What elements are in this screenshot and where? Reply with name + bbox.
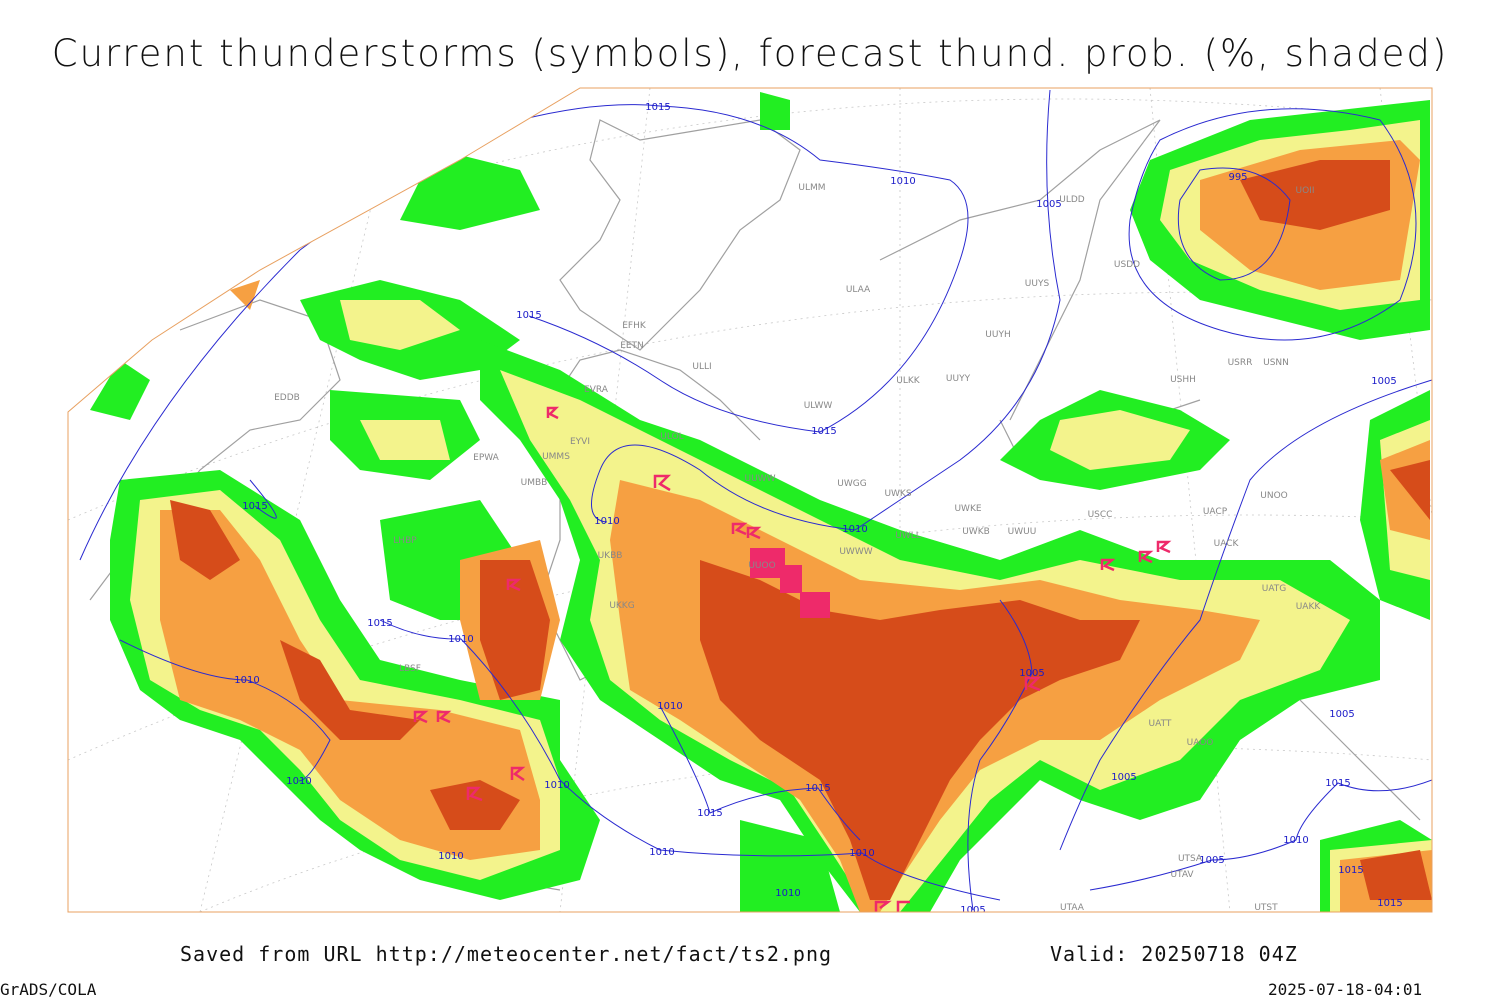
- station-label: UUYY: [946, 374, 971, 384]
- station-label: UWLL: [895, 531, 921, 541]
- isobar-label: 1005: [1036, 199, 1061, 210]
- isobar-label: 1010: [544, 780, 569, 791]
- station-label: ULOL: [660, 432, 683, 442]
- station-label: UACP: [1203, 507, 1228, 517]
- isobar-label: 1015: [805, 783, 830, 794]
- isobar-label: 1010: [234, 675, 259, 686]
- valid-time: Valid: 20250718 04Z: [1050, 942, 1298, 966]
- isobar-label: 1015: [697, 808, 722, 819]
- isobar-label: 1010: [849, 848, 874, 859]
- station-label: ULKK: [896, 376, 921, 386]
- isobar-label: 995: [1228, 172, 1247, 183]
- isobar-label: 1005: [1111, 772, 1136, 783]
- isobar-label: 1015: [1325, 778, 1350, 789]
- station-label: ULDD: [1059, 195, 1085, 205]
- station-label: UTSA: [1178, 854, 1203, 864]
- station-label: UWKB: [962, 527, 990, 537]
- station-label: UTAV: [1170, 870, 1194, 880]
- isobar-label: 1010: [657, 701, 682, 712]
- station-label: USRR: [1228, 358, 1253, 368]
- station-label: UWGG: [837, 479, 866, 489]
- isobar-label: 1010: [890, 176, 915, 187]
- station-label: ULMM: [798, 183, 825, 193]
- station-label: UUYH: [985, 330, 1010, 340]
- station-label: UWKE: [954, 504, 981, 514]
- station-label: UKBB: [598, 551, 623, 561]
- station-label: USDD: [1114, 260, 1140, 270]
- isobar-label: 1005: [1019, 668, 1044, 679]
- station-label: LHBP: [393, 536, 417, 546]
- isobar-label: 1010: [842, 524, 867, 535]
- station-label: UTST: [1254, 903, 1278, 913]
- station-label: UAKK: [1296, 602, 1322, 612]
- station-label: UATG: [1262, 584, 1287, 594]
- isobar-label: 1015: [1377, 898, 1402, 909]
- station-label: EFHK: [622, 321, 647, 331]
- isobars: [79, 89, 1432, 911]
- station-label: USHH: [1170, 375, 1196, 385]
- software-credit: GrADS/COLA: [0, 980, 97, 999]
- station-label: ULWW: [804, 401, 833, 411]
- station-label: EDDB: [274, 393, 300, 403]
- station-label: UWKS: [884, 489, 911, 499]
- station-label: UWUU: [1008, 527, 1037, 537]
- station-label: USNN: [1263, 358, 1289, 368]
- timestamp: 2025-07-18-04:01: [1268, 980, 1422, 999]
- isobar-label: 1010: [1283, 835, 1308, 846]
- station-label: ULLI: [692, 362, 711, 372]
- station-label: LBSF: [399, 664, 421, 674]
- isobar-label: 1010: [649, 847, 674, 858]
- thunderstorm-symbols: [413, 406, 1172, 912]
- map-frame: [67, 87, 1433, 913]
- station-label: EPWA: [473, 453, 500, 463]
- isobar-label: 1005: [1199, 855, 1224, 866]
- isobar-label: 1010: [775, 888, 800, 899]
- station-label: EYVI: [570, 437, 590, 447]
- isobar-label: 1005: [1329, 709, 1354, 720]
- station-label: UKKG: [609, 601, 634, 611]
- station-label: UUOO: [748, 561, 775, 571]
- isobar-label: 1010: [286, 776, 311, 787]
- station-labels: ULMM ULDD ULAA UUYS USDD UOII EFHK EETN …: [274, 183, 1322, 913]
- station-label: UTAA: [1060, 903, 1085, 913]
- isobar-label: 1010: [594, 516, 619, 527]
- isobar-label: 1015: [367, 618, 392, 629]
- isobar-label: 1015: [406, 162, 431, 173]
- isobar-label: 1010: [448, 634, 473, 645]
- isobar-label: 1015: [811, 426, 836, 437]
- isobar-label: 1010: [438, 851, 463, 862]
- station-label: EVRA: [584, 385, 609, 395]
- station-label: EETN: [620, 341, 644, 351]
- station-label: UACK: [1214, 539, 1240, 549]
- isobar-label: 1015: [645, 102, 670, 113]
- isobar-label: 1015: [516, 310, 541, 321]
- title: Current thunderstorms (symbols), forecas…: [52, 32, 1449, 75]
- isobar-label: 1005: [1371, 376, 1396, 387]
- isobar-label: 1015: [242, 501, 267, 512]
- station-label: UOII: [1296, 186, 1315, 196]
- station-label: UMMS: [542, 452, 570, 462]
- station-label: UAOO: [1187, 738, 1214, 748]
- isobar-labels: 1015 1015 1010 1005 995 1015 1015 1005 1…: [234, 102, 1402, 916]
- station-label: UUWW: [745, 474, 776, 484]
- station-label: UWWW: [839, 547, 872, 557]
- station-label: USCC: [1088, 510, 1113, 520]
- isobar-label: 1005: [960, 905, 985, 916]
- station-label: ULAA: [846, 285, 871, 295]
- map-area: 1015 1015 1010 1005 995 1015 1015 1005 1…: [68, 88, 1432, 916]
- station-label: UMBB: [521, 478, 548, 488]
- station-label: UUYS: [1025, 279, 1050, 289]
- source-url: Saved from URL http://meteocenter.net/fa…: [180, 942, 832, 966]
- station-label: UATT: [1149, 719, 1172, 729]
- isobar-label: 1015: [1338, 865, 1363, 876]
- station-label: UNOO: [1260, 491, 1288, 501]
- prob-very-high: [170, 160, 1432, 900]
